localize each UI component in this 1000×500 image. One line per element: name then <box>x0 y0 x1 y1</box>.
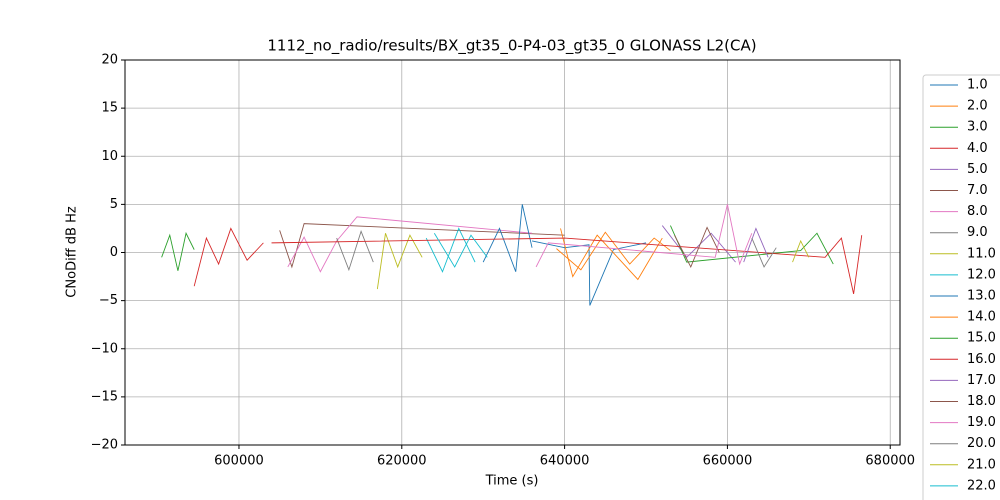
series-line <box>271 235 863 294</box>
series-line <box>376 233 423 290</box>
legend-label: 13.0 <box>967 289 996 304</box>
series-line <box>792 239 810 263</box>
legend-label: 21.0 <box>967 457 996 472</box>
y-tick-label: −10 <box>91 341 118 356</box>
legend-box <box>922 74 1000 500</box>
x-tick-label: 600000 <box>214 454 264 469</box>
series-line <box>535 204 753 268</box>
series-line <box>433 233 488 268</box>
x-tick-label: 660000 <box>703 454 753 469</box>
legend-label: 3.0 <box>967 120 988 135</box>
legend-label: 1.0 <box>967 78 988 93</box>
series-line <box>560 228 663 281</box>
y-tick-label: 0 <box>110 245 118 260</box>
y-tick-label: 20 <box>101 53 118 68</box>
legend-label: 20.0 <box>967 436 996 451</box>
legend-label: 7.0 <box>967 183 988 198</box>
legend-label: 17.0 <box>967 373 996 388</box>
legend-label: 5.0 <box>967 162 988 177</box>
series-line <box>531 240 647 306</box>
series-line <box>425 227 476 273</box>
series-line <box>751 237 777 268</box>
series-line <box>743 227 769 263</box>
y-tick-label: −15 <box>91 389 118 404</box>
series-line <box>336 229 374 272</box>
y-tick-label: −20 <box>91 438 118 453</box>
series-line <box>482 204 533 272</box>
legend-label: 22.0 <box>967 478 996 493</box>
plot-frame <box>124 59 901 446</box>
y-axis-label: CNoDiff dB Hz <box>65 206 80 298</box>
y-tick-label: 15 <box>101 101 118 116</box>
y-tick-label: −5 <box>99 293 118 308</box>
legend-label: 11.0 <box>967 246 996 261</box>
series-line <box>670 225 834 265</box>
legend-label: 8.0 <box>967 204 988 219</box>
legend: 1.0 2.0 3.0 4.0 5.0 7.0 8.0 9.0 11.0 12.0 13.0 14.0… <box>922 74 1000 500</box>
series-line <box>161 231 195 271</box>
series-line <box>674 226 720 269</box>
x-axis-label: Time (s) <box>485 474 539 489</box>
legend-label: 15.0 <box>967 331 996 346</box>
x-tick-label: 680000 <box>865 454 915 469</box>
chart-title: 1112_no_radio/results/BX_gt35_0-P4-03_gt… <box>267 37 756 56</box>
legend-label: 14.0 <box>967 310 996 325</box>
series-line <box>193 227 264 287</box>
y-tick-label: 5 <box>110 197 118 212</box>
x-tick-label: 620000 <box>377 454 427 469</box>
legend-label: 18.0 <box>967 394 996 409</box>
series-line <box>287 216 533 273</box>
legend-label: 4.0 <box>967 141 988 156</box>
series-line <box>556 231 671 271</box>
legend-label: 19.0 <box>967 415 996 430</box>
series-line <box>279 223 565 269</box>
legend-label: 9.0 <box>967 225 988 240</box>
legend-label: 2.0 <box>967 99 988 114</box>
legend-label: 16.0 <box>967 352 996 367</box>
legend-label: 12.0 <box>967 267 996 282</box>
x-tick-label: 640000 <box>540 454 590 469</box>
y-tick-label: 10 <box>101 149 118 164</box>
series-line <box>661 225 736 263</box>
